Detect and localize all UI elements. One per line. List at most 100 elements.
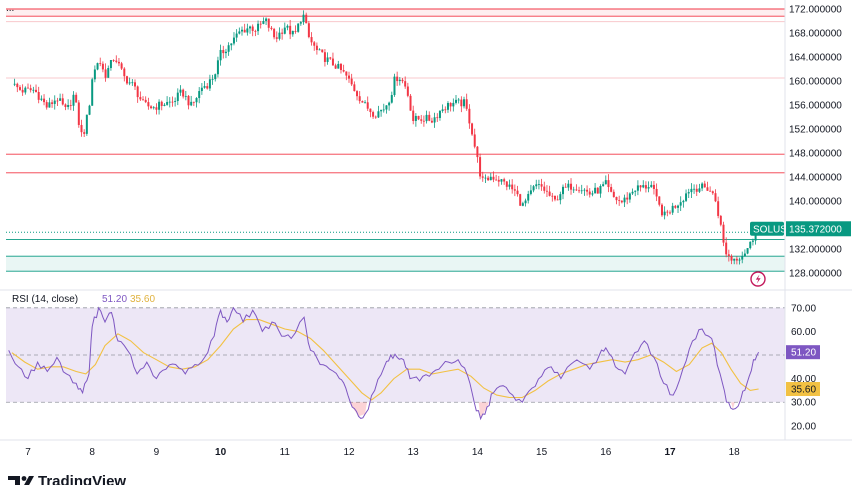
- candle-body: [602, 184, 605, 187]
- candle-body: [267, 18, 270, 28]
- candle-body: [48, 102, 51, 108]
- candle-body: [294, 30, 297, 32]
- candle-body: [733, 258, 736, 261]
- candle-body: [51, 102, 54, 104]
- candle-body: [374, 116, 377, 118]
- candle-body: [254, 30, 257, 32]
- candle-body: [468, 108, 471, 124]
- candle-body: [422, 120, 425, 122]
- candle-body: [489, 176, 492, 181]
- menu-dots[interactable]: ...: [6, 3, 14, 14]
- candle-body: [455, 99, 457, 103]
- candle-body: [257, 23, 260, 32]
- candle-body: [37, 91, 40, 100]
- candle-body: [660, 204, 663, 216]
- price-tick-label: 164.000000: [789, 53, 842, 64]
- candle-body: [457, 99, 460, 101]
- candle-body: [591, 193, 594, 195]
- candle-body: [265, 18, 268, 22]
- candle-body: [142, 99, 145, 101]
- candle-body: [273, 28, 276, 38]
- candle-body: [291, 30, 294, 35]
- candle-body: [417, 115, 420, 120]
- candle-body: [677, 205, 680, 208]
- candle-body: [682, 200, 685, 203]
- candle-body: [150, 106, 153, 109]
- candle-body: [32, 89, 35, 91]
- candle-body: [219, 49, 222, 61]
- candle-body: [671, 205, 674, 213]
- candle-body: [123, 68, 126, 77]
- time-tick-label: 8: [89, 447, 95, 458]
- candle-body: [693, 188, 696, 190]
- candle-body: [203, 86, 206, 88]
- candle-body: [246, 28, 249, 33]
- candle-body: [380, 109, 383, 112]
- candle-body: [18, 87, 21, 90]
- candle-body: [441, 109, 444, 111]
- candle-body: [115, 60, 118, 62]
- rsi-tick-label: 70.00: [791, 303, 816, 314]
- candle-body: [356, 91, 359, 97]
- candle-body: [615, 196, 618, 201]
- price-tick-label: 132.000000: [789, 245, 842, 256]
- candle-body: [444, 109, 447, 111]
- candle-body: [101, 63, 104, 70]
- candle-body: [77, 102, 80, 125]
- candle-body: [588, 191, 591, 195]
- candle-body: [174, 100, 177, 102]
- price-pane: [6, 8, 785, 272]
- candle-body: [195, 98, 198, 103]
- rsi-oversold-fill: [350, 402, 367, 417]
- candle-body: [655, 188, 658, 197]
- price-axis: SOLUSD128.000000132.000000136.000000140.…: [750, 5, 851, 280]
- candle-body: [390, 95, 393, 103]
- rsi-value-label: 51.20: [791, 348, 816, 359]
- candle-body: [572, 189, 575, 191]
- tradingview-logo[interactable]: TradingView: [8, 473, 126, 485]
- candle-body: [80, 124, 83, 133]
- price-tick-label: 160.000000: [789, 77, 842, 88]
- candle-body: [342, 70, 345, 72]
- candle-body: [302, 14, 305, 23]
- candle-body: [136, 86, 139, 98]
- candle-body: [364, 102, 367, 104]
- candle-body: [13, 83, 16, 85]
- candle-body: [222, 49, 225, 54]
- candle-body: [652, 184, 655, 189]
- candle-body: [125, 76, 128, 84]
- candle-body: [187, 95, 190, 106]
- candle-body: [484, 177, 487, 179]
- candle-body: [329, 57, 332, 59]
- candle-body: [238, 31, 241, 34]
- candle-body: [297, 23, 300, 32]
- candle-body: [735, 258, 738, 261]
- candle-body: [570, 183, 573, 190]
- candle-body: [685, 193, 688, 201]
- candle-body: [192, 101, 195, 103]
- candle-body: [107, 68, 110, 78]
- candle-body: [243, 29, 246, 33]
- candle-body: [604, 180, 607, 185]
- candle-body: [730, 255, 733, 261]
- rsi-ma-value-badge: [786, 382, 820, 397]
- time-axis: 7 8 9 10 11 12 13 14 15 16 17 18: [0, 0, 852, 458]
- time-tick-label: 10: [215, 447, 227, 458]
- candle-body: [631, 191, 634, 194]
- candle-body: [112, 59, 115, 61]
- candle-body: [559, 194, 562, 201]
- candle-body: [326, 57, 329, 62]
- candle-body: [190, 101, 193, 106]
- candle-body: [580, 190, 583, 192]
- time-tick-label: 16: [600, 447, 612, 458]
- candle-body: [642, 185, 645, 188]
- alert-icon[interactable]: [750, 271, 766, 287]
- candle-body: [147, 102, 150, 107]
- candle-body: [406, 86, 409, 96]
- candle-body: [307, 23, 310, 38]
- candle-body: [208, 79, 211, 89]
- candle-body: [540, 184, 543, 187]
- candle-body: [377, 111, 380, 118]
- rsi-title: RSI (14, close): [12, 294, 78, 305]
- candle-body: [93, 69, 96, 80]
